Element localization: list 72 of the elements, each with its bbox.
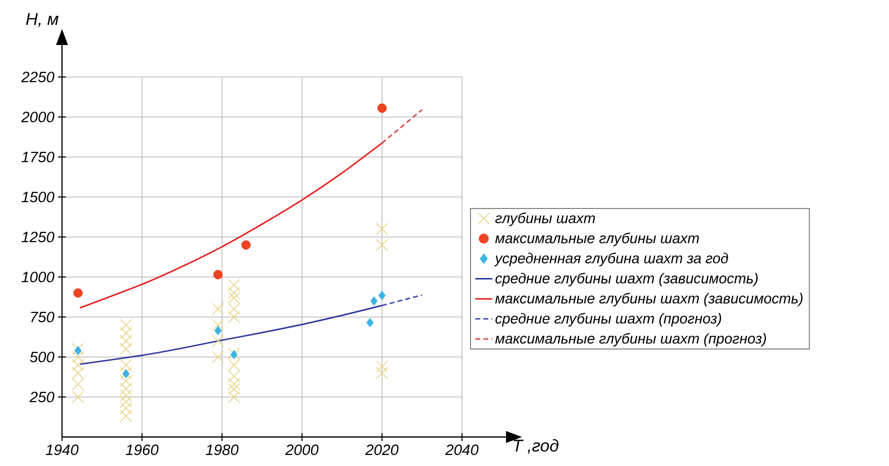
point xyxy=(376,360,388,373)
legend-label: глубины шахт xyxy=(495,212,595,226)
legend-label: максимальные глубины шахт (зависимость) xyxy=(495,292,803,306)
point xyxy=(228,286,240,300)
point xyxy=(72,390,84,404)
point xyxy=(376,238,388,252)
point xyxy=(120,389,132,402)
y-tick-label: 2250 xyxy=(21,72,54,82)
y-axis-title: H, м xyxy=(26,13,58,27)
point xyxy=(214,326,222,336)
y-tick-label: 1500 xyxy=(22,192,54,202)
point xyxy=(120,342,132,356)
y-tick-label: 1000 xyxy=(22,272,54,282)
point xyxy=(72,358,84,372)
x-tick-label: 2020 xyxy=(365,444,399,456)
point xyxy=(228,358,240,372)
point xyxy=(228,302,240,316)
point xyxy=(120,334,132,348)
line-series xyxy=(79,304,383,365)
point xyxy=(230,350,238,360)
point xyxy=(212,350,224,364)
point xyxy=(228,382,240,396)
point xyxy=(212,318,224,332)
point xyxy=(228,370,240,382)
point xyxy=(72,378,84,390)
point xyxy=(74,346,82,356)
point xyxy=(122,369,130,378)
y-tick-label: 2000 xyxy=(21,112,54,122)
point xyxy=(72,350,84,364)
point xyxy=(120,318,132,332)
point xyxy=(376,222,388,236)
point xyxy=(73,288,83,298)
x-tick-label: 1960 xyxy=(126,444,159,456)
point xyxy=(228,378,240,390)
y-tick-label: 500 xyxy=(30,352,54,362)
point xyxy=(213,270,223,280)
point xyxy=(120,410,132,422)
x-tick-label: 1940 xyxy=(46,444,79,456)
legend-label: усредненная глубина шахт за год xyxy=(494,252,728,266)
point xyxy=(241,240,251,250)
point xyxy=(120,326,132,340)
legend-label: средние глубины шахт (зависимость) xyxy=(495,272,758,286)
point xyxy=(120,396,132,408)
point xyxy=(120,382,132,396)
point xyxy=(228,278,240,292)
point xyxy=(212,334,224,348)
point xyxy=(376,366,388,380)
point xyxy=(228,348,240,360)
point xyxy=(120,374,132,388)
legend-label: средние глубины шахт (прогноз) xyxy=(495,312,722,326)
point xyxy=(366,318,374,328)
point xyxy=(72,366,84,380)
y-tick-label: 750 xyxy=(31,312,54,322)
point xyxy=(228,390,240,404)
x-tick-label: 1980 xyxy=(206,444,239,456)
x-axis-title: T ,год xyxy=(514,439,558,454)
x-tick-label: 2000 xyxy=(285,444,319,456)
y-tick-label: 1250 xyxy=(22,232,54,242)
legend-label: максимальные глубины шахт (прогноз) xyxy=(495,332,766,347)
y-tick-label: 1750 xyxy=(22,152,54,162)
point xyxy=(370,296,378,306)
point xyxy=(120,358,132,372)
point xyxy=(378,290,386,300)
legend-label: максимальные глубины шахт xyxy=(495,232,699,246)
y-tick-label: 250 xyxy=(29,392,54,402)
point xyxy=(228,310,240,324)
point xyxy=(120,402,132,414)
point xyxy=(377,103,387,113)
point xyxy=(228,292,240,304)
line-series xyxy=(79,142,383,309)
x-tick-label: 2040 xyxy=(445,444,479,456)
point xyxy=(212,302,224,316)
